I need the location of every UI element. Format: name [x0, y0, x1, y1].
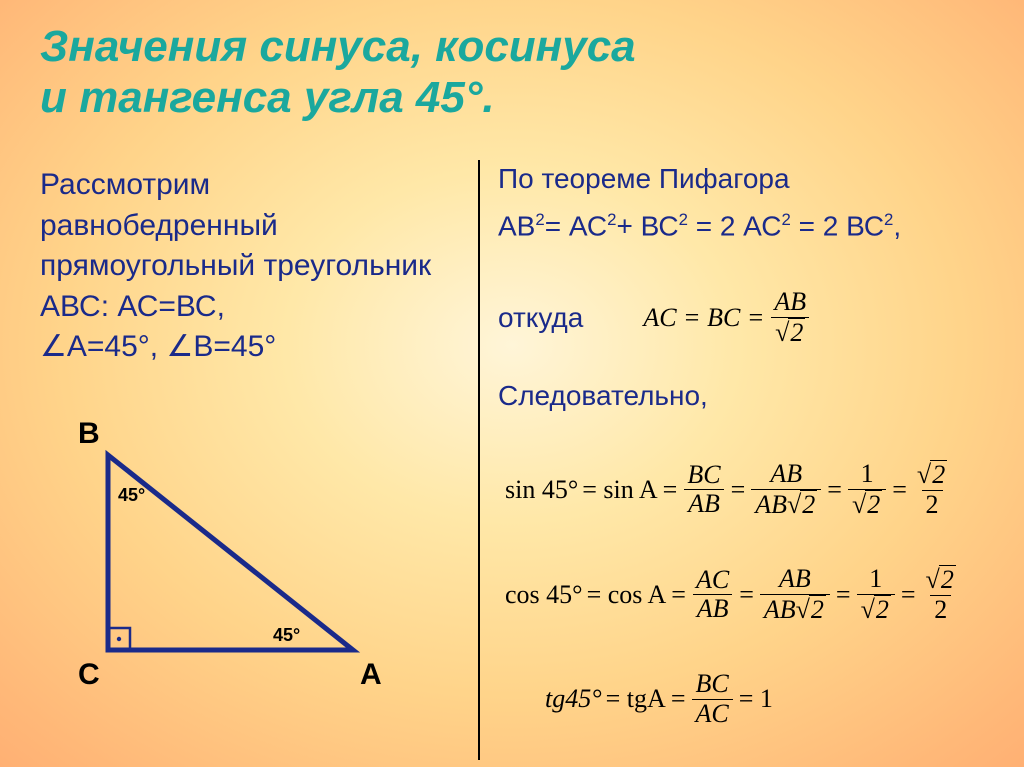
ac-bc-formula: AC = BC = AB 2: [643, 288, 810, 347]
tg-row: tg45° = tgA = BCAC = 1: [545, 670, 773, 728]
cos-label: cos 45°: [505, 580, 583, 610]
triangle-diagram: В С А 45° 45°: [78, 425, 398, 705]
vertex-b: В: [78, 417, 100, 451]
left-l2: равнобедренный: [40, 206, 470, 247]
angle-top: 45°: [118, 485, 145, 506]
left-l4: АВС: АС=ВС,: [40, 287, 470, 328]
pythagoras-heading: По теореме Пифагора: [498, 163, 790, 195]
triangle-svg: [78, 425, 398, 705]
left-l5: ∠А=45°, ∠В=45°: [40, 327, 470, 368]
vertical-divider: [478, 160, 480, 760]
cos-row: cos 45° = cos A = ACAB = ABAB2 = 12 = 22: [505, 565, 960, 624]
left-description: Рассмотрим равнобедренный прямоугольный …: [40, 165, 470, 368]
sin-label: sin 45°: [505, 475, 578, 505]
vertex-a: А: [360, 658, 382, 692]
vertex-c: С: [78, 658, 100, 692]
angle-right: 45°: [273, 625, 300, 646]
left-l3: прямоугольный треугольник: [40, 246, 470, 287]
whence-label: откуда: [498, 302, 583, 334]
left-l1: Рассмотрим: [40, 165, 470, 206]
whence-row: откуда AC = BC = AB 2: [498, 288, 810, 347]
title-line1: Значения синуса, косинуса: [40, 22, 636, 71]
therefore-label: Следовательно,: [498, 380, 708, 412]
slide-title: Значения синуса, косинуса и тангенса угл…: [40, 22, 636, 123]
tg-label: tg45°: [545, 684, 602, 714]
sin-row: sin 45° = sin A = BCAB = ABAB2 = 12 = 22: [505, 460, 951, 519]
title-line2: и тангенса угла 45°.: [40, 73, 495, 122]
pythagoras-equation: АВ2= АС2+ ВС2 = 2 АС2 = 2 ВС2,: [498, 210, 901, 242]
